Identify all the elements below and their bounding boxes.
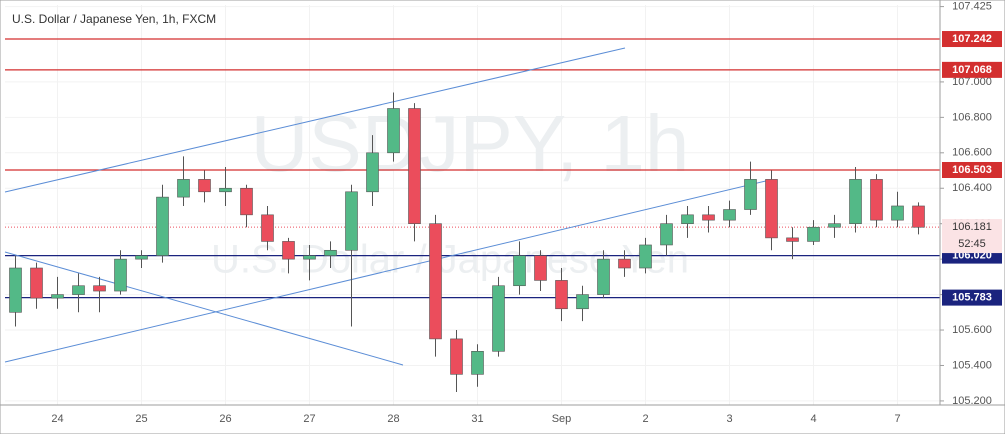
candle-body bbox=[513, 255, 526, 287]
candle-body bbox=[597, 258, 610, 295]
candle-body bbox=[492, 285, 505, 352]
candle-body bbox=[681, 214, 694, 224]
candle-body bbox=[828, 223, 841, 228]
candle-body bbox=[93, 285, 106, 292]
y-tick-label: 105.200 bbox=[952, 395, 992, 407]
candle-body bbox=[555, 280, 568, 310]
candle-body bbox=[849, 179, 862, 224]
level-label: 105.783 bbox=[952, 292, 992, 304]
y-tick-label: 106.600 bbox=[952, 147, 992, 159]
candle-body bbox=[30, 267, 43, 299]
x-tick-label: 27 bbox=[303, 413, 315, 425]
level-label: 106.503 bbox=[952, 164, 992, 176]
candle-body bbox=[723, 209, 736, 221]
candle-body bbox=[450, 338, 463, 375]
candle-body bbox=[261, 214, 274, 242]
y-tick-label: 107.000 bbox=[952, 76, 992, 88]
x-tick-label: 2 bbox=[642, 413, 648, 425]
candle-body bbox=[912, 205, 925, 228]
level-label: 107.068 bbox=[952, 64, 992, 76]
y-tick-label: 106.800 bbox=[952, 111, 992, 123]
y-tick-label: 106.400 bbox=[952, 182, 992, 194]
candle-body bbox=[114, 258, 127, 292]
level-label: 107.242 bbox=[952, 33, 992, 45]
candle-body bbox=[72, 285, 85, 295]
candle-body bbox=[366, 152, 379, 193]
x-tick-label: 4 bbox=[810, 413, 816, 425]
x-tick-label: 26 bbox=[219, 413, 231, 425]
candle-body bbox=[198, 179, 211, 193]
trend-line bbox=[4, 47, 626, 193]
candle-body bbox=[639, 244, 652, 269]
candle-body bbox=[156, 196, 169, 256]
x-tick-label: 24 bbox=[51, 413, 63, 425]
x-tick-label: 3 bbox=[726, 413, 732, 425]
price-axis: 105.200105.400105.600105.800106.000106.2… bbox=[51, 1, 1002, 425]
candle-body bbox=[870, 179, 883, 221]
candle-body bbox=[135, 255, 148, 260]
watermark: USDJPY, 1h bbox=[251, 99, 690, 188]
level-label-box bbox=[942, 161, 1002, 178]
y-tick-label: 107.425 bbox=[952, 1, 992, 13]
level-label-box bbox=[942, 289, 1002, 306]
candles bbox=[9, 92, 925, 393]
levels bbox=[5, 38, 940, 299]
candle-body bbox=[387, 108, 400, 154]
x-tick-label: 7 bbox=[894, 413, 900, 425]
candle-body bbox=[240, 187, 253, 216]
y-tick-label: 105.400 bbox=[952, 359, 992, 371]
candle-body bbox=[9, 267, 22, 313]
x-tick-label: 28 bbox=[387, 413, 399, 425]
candle-body bbox=[303, 255, 316, 260]
candle-body bbox=[345, 191, 358, 251]
candle-body bbox=[891, 205, 904, 221]
trend-line bbox=[4, 179, 771, 363]
candle-body bbox=[429, 223, 442, 340]
candle-body bbox=[765, 179, 778, 239]
candle-body bbox=[219, 187, 232, 193]
x-tick-label: 31 bbox=[471, 413, 483, 425]
current-price-label: 106.181 bbox=[952, 221, 992, 233]
level-label-box bbox=[942, 61, 1002, 78]
trend-line bbox=[4, 251, 404, 366]
candle-body bbox=[177, 179, 190, 198]
level-label-box bbox=[942, 31, 1002, 48]
candle-body bbox=[471, 351, 484, 375]
candle-body bbox=[744, 179, 757, 210]
candle-body bbox=[324, 249, 337, 256]
candle-body bbox=[660, 223, 673, 246]
current-price-box bbox=[942, 219, 1002, 254]
candle-body bbox=[618, 258, 631, 269]
y-tick-label: 105.600 bbox=[952, 324, 992, 336]
candle-body bbox=[408, 108, 421, 224]
chart-title: U.S. Dollar / Japanese Yen, 1h, FXCM bbox=[12, 12, 216, 26]
candle-body bbox=[807, 226, 820, 242]
x-tick-label: 25 bbox=[135, 413, 147, 425]
candle-body bbox=[534, 255, 547, 281]
candle-body bbox=[702, 214, 715, 221]
candle-body bbox=[576, 294, 589, 310]
candle-body bbox=[51, 294, 64, 299]
countdown: 52:45 bbox=[958, 238, 986, 250]
candle-body bbox=[786, 237, 799, 242]
candle-body bbox=[282, 241, 295, 260]
x-tick-label: Sep bbox=[552, 413, 572, 425]
